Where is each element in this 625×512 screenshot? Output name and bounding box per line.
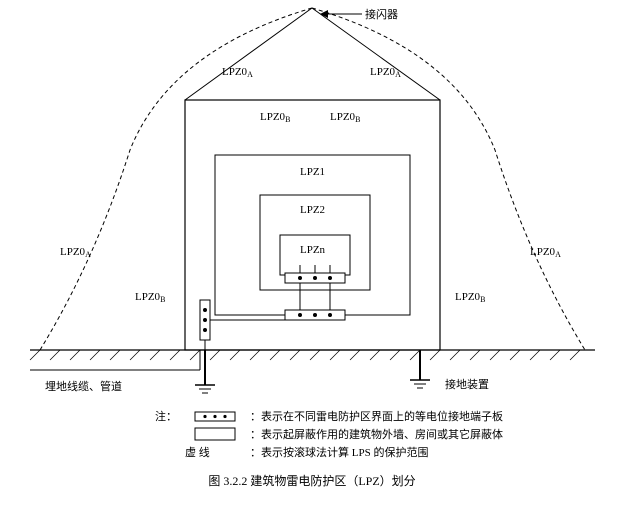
bonding-bar-mid — [285, 283, 345, 320]
lpz1-label: LPZ1 — [300, 166, 325, 178]
ground-electrode-right — [410, 350, 430, 388]
figure-caption: 图 3.2.2 建筑物雷电防护区（LPZ）划分 — [208, 473, 415, 488]
legend-text-3: ：表示按滚球法计算 LPS 的保护范围 — [250, 445, 428, 459]
lpz0b-top-left: LPZ0B — [260, 111, 290, 124]
lpz0b-right: LPZ0B — [455, 291, 485, 304]
lpz0a-top-left: LPZ0A — [222, 66, 253, 79]
lpz0b-top-right: LPZ0B — [330, 111, 360, 124]
legend-symbol-3-label: 虚 线 — [185, 445, 210, 459]
ground-device-label: 接地装置 — [445, 378, 489, 391]
legend-prefix: 注： — [155, 409, 177, 423]
legend-text-1: ：表示在不同雷电防护区界面上的等电位接地端子板 — [250, 409, 503, 423]
protection-curve-left — [40, 8, 312, 350]
ground-electrode-left — [195, 350, 215, 393]
legend-symbol-1 — [195, 412, 235, 421]
bonding-bar-inner — [285, 265, 345, 283]
lpz0b-left: LPZ0B — [135, 291, 165, 304]
lpzn-label: LPZn — [300, 244, 326, 256]
lpz2-label: LPZ2 — [300, 204, 325, 216]
air-terminal-label: 接闪器 — [365, 7, 398, 21]
buried-cable-label: 埋地线缆、管道 — [45, 379, 122, 393]
diagram-svg: 接闪器 LPZ0A LPZ0A LPZ0B LPZ0B LPZ0A LPZ0A … — [0, 0, 625, 512]
lpz0a-left: LPZ0A — [60, 246, 91, 259]
lpz-diagram: 接闪器 LPZ0A LPZ0A LPZ0B LPZ0B LPZ0A LPZ0A … — [0, 0, 625, 512]
protection-curve-right — [312, 8, 585, 350]
spire — [185, 8, 440, 100]
legend-text-2: ：表示起屏蔽作用的建筑物外墙、房间或其它屏蔽体 — [250, 427, 503, 441]
legend-symbol-2 — [195, 428, 235, 440]
lpz0a-top-right: LPZ0A — [370, 66, 401, 79]
lpz0a-right: LPZ0A — [530, 246, 561, 259]
bonding-bar-wall — [200, 300, 285, 360]
ground-hatch — [30, 350, 580, 360]
